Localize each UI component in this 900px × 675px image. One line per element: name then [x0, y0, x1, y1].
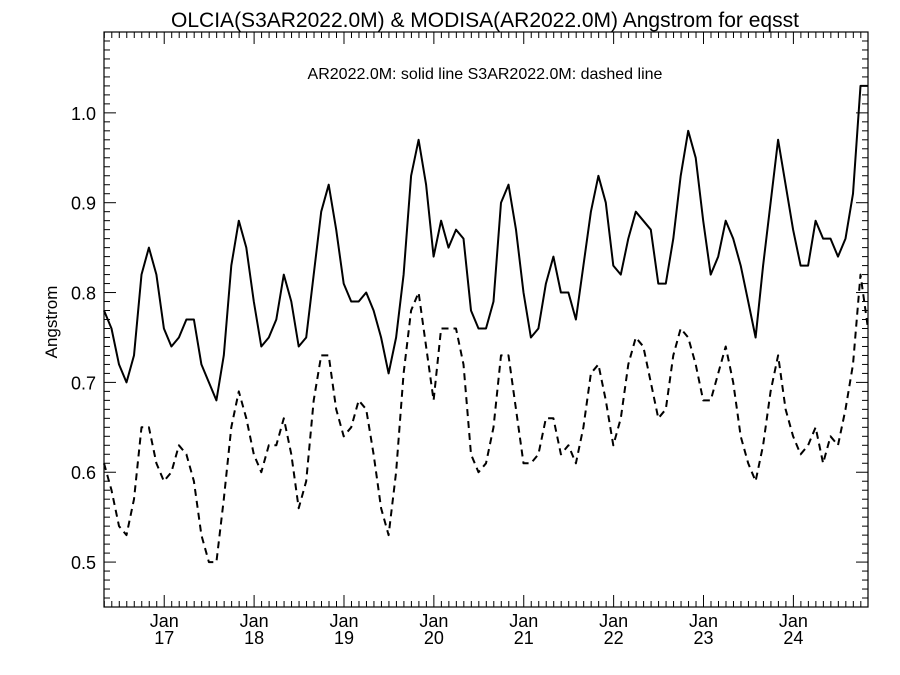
x-tick-year-label: 17 — [154, 628, 174, 648]
x-tick-year-label: 23 — [693, 628, 713, 648]
series-layer — [103, 84, 869, 564]
x-tick-year-label: 24 — [783, 628, 803, 648]
line-style-annotation: AR2022.0M: solid line S3AR2022.0M: dashe… — [308, 66, 663, 83]
y-axis-label: Angstrom — [42, 286, 61, 359]
x-tick-month-label: Jan — [329, 611, 358, 631]
x-tick-month-label: Jan — [509, 611, 538, 631]
y-tick-label: 0.6 — [71, 463, 96, 483]
y-tick-label: 0.5 — [71, 553, 96, 573]
x-tick-month-label: Jan — [689, 611, 718, 631]
x-tick-year-label: 21 — [514, 628, 534, 648]
x-tick-year-label: 19 — [334, 628, 354, 648]
x-tick-month-label: Jan — [419, 611, 448, 631]
y-tick-label: 0.7 — [71, 373, 96, 393]
series-line-solid — [103, 84, 868, 402]
x-tick-year-label: 18 — [244, 628, 264, 648]
x-tick-month-label: Jan — [240, 611, 269, 631]
x-tick-year-label: 20 — [424, 628, 444, 648]
y-tick-label: 0.8 — [71, 284, 96, 304]
y-axis-ticks: 0.5 0.6 0.7 0.8 0.9 1.0 — [71, 40, 868, 608]
chart-title: OLCIA(S3AR2022.0M) & MODISA(AR2022.0M) A… — [171, 9, 799, 32]
x-tick-month-label: Jan — [150, 611, 179, 631]
x-tick-month-label: Jan — [779, 611, 808, 631]
y-tick-label: 0.9 — [71, 194, 96, 214]
y-tick-label: 1.0 — [71, 104, 96, 124]
x-tick-year-label: 22 — [604, 628, 624, 648]
series-line-dashed — [103, 273, 869, 564]
x-tick-month-label: Jan — [599, 611, 628, 631]
plot-frame — [103, 31, 869, 608]
